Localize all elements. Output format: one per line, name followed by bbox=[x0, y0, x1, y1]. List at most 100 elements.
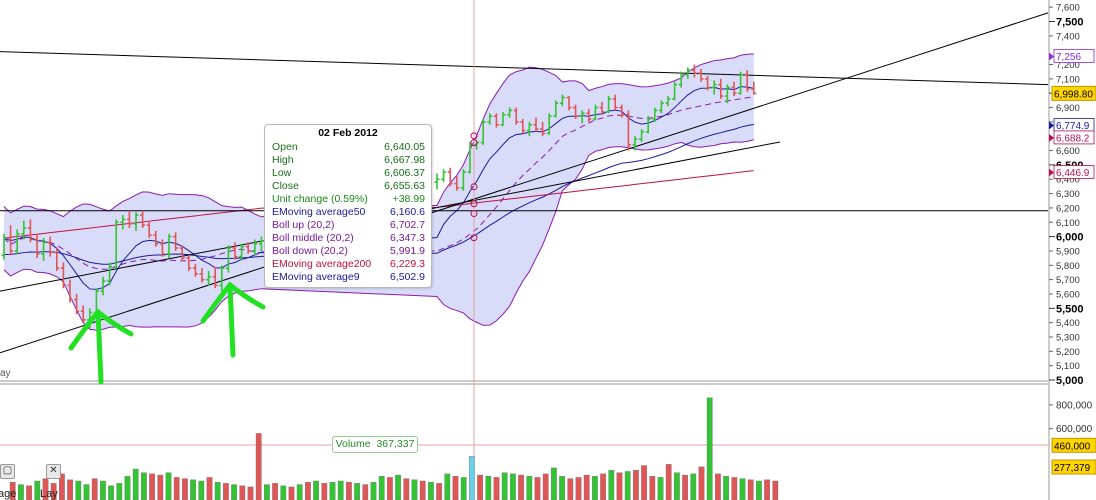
bottom-tabs: ▢ ✕ age Lay bbox=[0, 460, 68, 500]
ohlc-bar bbox=[658, 100, 664, 114]
ohlc-bar bbox=[27, 219, 33, 243]
volume-marker-label: 460,000 bbox=[1054, 441, 1091, 452]
ohlc-tooltip: 02 Feb 2012 Open 6,640.05 High 6,667.98 Low 6… bbox=[264, 124, 432, 288]
bollinger-middle-line bbox=[3, 96, 754, 270]
price-marker-label: 6,446.9 bbox=[1056, 168, 1090, 179]
volume-bar bbox=[510, 473, 516, 500]
ohlc-bar bbox=[225, 245, 231, 273]
ohlc-bar bbox=[711, 80, 717, 95]
crosshair-marker bbox=[470, 139, 478, 147]
tooltip-row-label: Low bbox=[272, 167, 292, 179]
close-icon[interactable]: ✕ bbox=[46, 464, 61, 479]
tooltip-row-value: 6,702.7 bbox=[389, 219, 425, 231]
volume-bar bbox=[526, 476, 533, 500]
ohlc-bar bbox=[179, 245, 185, 261]
price-marker-box bbox=[1053, 49, 1095, 63]
price-tick-label-major: 6,000 bbox=[1056, 232, 1084, 244]
ohlc-bar bbox=[672, 81, 678, 101]
price-tick-label: 6,100 bbox=[1056, 218, 1080, 229]
ohlc-bar bbox=[546, 113, 552, 135]
current-price-label: 6,998.80 bbox=[1054, 89, 1093, 100]
volume-bar bbox=[108, 485, 115, 500]
ohlc-bar bbox=[258, 236, 264, 251]
volume-bar bbox=[173, 477, 180, 500]
ohlc-bar bbox=[74, 293, 80, 315]
price-tick-label: 6,200 bbox=[1056, 203, 1080, 214]
tooltip-row-label: Boll middle (20,2) bbox=[272, 232, 354, 244]
ohlc-bar bbox=[14, 229, 20, 254]
volume-bar bbox=[198, 480, 205, 500]
ohlc-bar bbox=[579, 110, 585, 124]
volume-bar bbox=[378, 476, 385, 500]
crosshair-marker bbox=[470, 132, 478, 140]
ohlc-bar bbox=[120, 215, 126, 230]
volume-bar bbox=[99, 480, 106, 500]
price-tick-label-major: 5,000 bbox=[1056, 375, 1084, 387]
volume-bar bbox=[34, 480, 41, 500]
price-tick-label: 5,600 bbox=[1056, 289, 1080, 300]
ohlc-bar bbox=[639, 129, 645, 142]
tooltip-row: Boll middle (20,2) 6,347.3 bbox=[265, 232, 431, 245]
volume-bar bbox=[731, 477, 738, 500]
ohlc-bar bbox=[513, 107, 519, 125]
tooltip-row-label: Boll down (20,2) bbox=[272, 245, 348, 257]
current-price-badge bbox=[1051, 85, 1096, 101]
tooltip-row-value: 6,606.37 bbox=[384, 167, 425, 179]
volume-bar bbox=[83, 484, 90, 500]
tooltip-row-value: 6,655.63 bbox=[384, 180, 425, 192]
ohlc-bar bbox=[559, 94, 565, 107]
ohlc-bar bbox=[724, 84, 730, 104]
ohlc-bar bbox=[107, 262, 113, 286]
ohlc-bar bbox=[113, 219, 119, 269]
ohlc-bar bbox=[41, 238, 47, 261]
volume-bar bbox=[26, 485, 32, 500]
volume-bar bbox=[583, 474, 590, 500]
tooltip-row-value: 5,991.9 bbox=[389, 245, 425, 257]
volume-bar bbox=[329, 481, 336, 500]
annotation-arrow bbox=[68, 308, 134, 385]
price-tick-label: 5,900 bbox=[1056, 246, 1080, 257]
tooltip-row: Open 6,640.05 bbox=[265, 141, 431, 154]
volume-bar bbox=[247, 486, 254, 500]
volume-bar bbox=[592, 476, 598, 500]
tab-layout[interactable]: Lay bbox=[40, 488, 58, 500]
ohlc-bar bbox=[206, 271, 212, 286]
price-marker-arrow bbox=[1049, 168, 1054, 177]
price-tick-label: 7,100 bbox=[1056, 74, 1080, 85]
volume-bar bbox=[764, 479, 771, 500]
volume-bar bbox=[469, 456, 475, 500]
price-marker-arrow bbox=[1049, 52, 1054, 61]
ohlc-bar bbox=[140, 210, 146, 228]
price-marker-label: 6,688.2 bbox=[1056, 133, 1090, 144]
tooltip-row-value: 6,347.3 bbox=[389, 232, 425, 244]
resistance-trendline bbox=[0, 51, 1049, 86]
volume-bar bbox=[272, 483, 278, 500]
restore-icon[interactable]: ▢ bbox=[0, 464, 15, 479]
volume-bar bbox=[747, 479, 754, 500]
volume-readout-label: Volume bbox=[335, 438, 371, 450]
crosshair-marker bbox=[470, 234, 478, 242]
tooltip-row-value: 6,229.3 bbox=[389, 258, 425, 270]
ohlc-bar bbox=[526, 121, 532, 137]
ohlc-bar bbox=[54, 248, 60, 272]
volume-bar bbox=[706, 397, 713, 500]
ohlc-bar bbox=[645, 116, 651, 134]
volume-bar bbox=[280, 485, 287, 500]
tab-page[interactable]: age bbox=[0, 488, 17, 500]
ohlc-bar bbox=[239, 243, 245, 260]
volume-bar bbox=[452, 476, 459, 500]
price-marker-label: 7,256 bbox=[1056, 52, 1081, 63]
volume-bar bbox=[288, 486, 295, 500]
volume-bar bbox=[222, 483, 229, 500]
volume-bar bbox=[214, 481, 221, 500]
ohlc-bar bbox=[586, 108, 592, 122]
tooltip-row: EMoving average200 6,229.3 bbox=[265, 258, 431, 271]
ohlc-bar bbox=[133, 212, 139, 231]
volume-bar bbox=[633, 470, 639, 500]
tooltip-row-label: Boll up (20,2) bbox=[272, 219, 335, 231]
volume-bar bbox=[608, 470, 615, 500]
ohlc-bar bbox=[252, 239, 258, 256]
volume-bar bbox=[649, 476, 656, 500]
volume-bar bbox=[337, 480, 344, 500]
ohlc-bar bbox=[1, 233, 7, 260]
